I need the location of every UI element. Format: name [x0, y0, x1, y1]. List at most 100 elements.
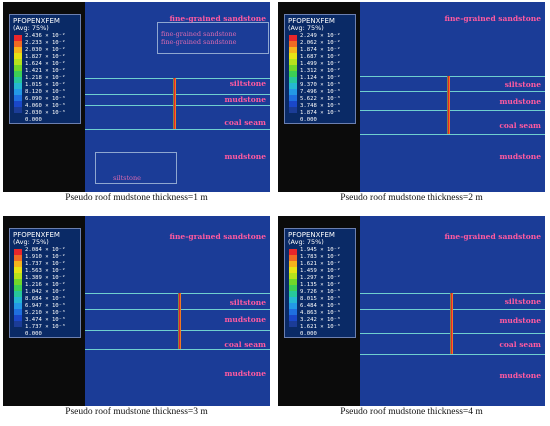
layer-boundary: [85, 94, 270, 95]
legend-value: 2.030 × 10⁻²: [25, 47, 66, 53]
layer-label: mudstone: [499, 97, 541, 106]
legend-value: 2.249 × 10⁻²: [300, 33, 341, 39]
legend-swatch: [289, 279, 297, 285]
legend-value: 0.000: [300, 331, 317, 337]
legend-value: 2.030 × 10⁻³: [25, 110, 66, 116]
legend-swatch: [14, 95, 22, 101]
fracture-zone: [450, 293, 453, 354]
legend-value: 0.000: [25, 117, 42, 123]
layer-boundary: [85, 330, 270, 331]
legend-values: 2.084 × 10⁻² 1.910 × 10⁻² 1.737 × 10⁻² 1…: [25, 247, 65, 338]
legend-value: 1.783 × 10⁻²: [300, 254, 341, 260]
strata-model: fine-grained sandstone fine-grained sand…: [85, 2, 270, 192]
legend-value: 8.015 × 10⁻³: [300, 296, 341, 302]
layer-boundary: [360, 110, 545, 111]
layer-label: mudstone: [224, 152, 266, 161]
legend-value: 7.496 × 10⁻³: [300, 89, 341, 95]
contour-panel-2: PFOPENXFEM (Avg: 75%) 2.249 × 10⁻² 2.062…: [275, 0, 548, 212]
legend-swatch: [289, 291, 297, 297]
legend-swatch: [14, 65, 22, 71]
legend-value: 1.737 × 10⁻³: [25, 324, 66, 330]
legend-swatch: [289, 267, 297, 273]
panel-caption: Pseudo roof mudstone thickness=3 m: [65, 407, 208, 417]
legend: PFOPENXFEM (Avg: 75%) 2.084 × 10⁻² 1.910…: [9, 228, 81, 338]
legend-value: 9.370 × 10⁻³: [300, 82, 341, 88]
legend: PFOPENXFEM (Avg: 75%) 2.436 × 10⁻² 2.233…: [9, 14, 81, 124]
legend-swatch: [14, 107, 22, 113]
contour-plot: PFOPENXFEM (Avg: 75%) 2.084 × 10⁻² 1.910…: [3, 216, 270, 406]
legend-title: PFOPENXFEM: [13, 231, 60, 239]
legend-swatch: [289, 95, 297, 101]
legend-swatch: [14, 273, 22, 279]
legend-swatch: [289, 53, 297, 59]
legend-title: PFOPENXFEM: [13, 17, 60, 25]
legend-value: 5.622 × 10⁻³: [300, 96, 341, 102]
legend-value: 1.312 × 10⁻²: [300, 68, 341, 74]
legend-value: 1.624 × 10⁻²: [25, 61, 66, 67]
legend-swatch: [14, 83, 22, 89]
layer-boundary: [85, 129, 270, 130]
legend-swatch: [14, 267, 22, 273]
legend-swatch: [14, 303, 22, 309]
legend-swatch: [14, 315, 22, 321]
layer-boundary: [360, 134, 545, 135]
legend-swatch: [14, 291, 22, 297]
legend-swatch: [14, 47, 22, 53]
legend-value: 4.863 × 10⁻³: [300, 310, 341, 316]
legend-color-scale: [14, 35, 22, 113]
layer-boundary: [360, 91, 545, 92]
legend-swatch: [14, 297, 22, 303]
legend-value: 1.459 × 10⁻²: [300, 268, 341, 274]
fracture-zone: [173, 78, 176, 129]
layer-label: fine-grained sandstone: [169, 232, 266, 241]
legend-swatch: [289, 71, 297, 77]
overlay-label: fine-grained sandstone: [161, 30, 237, 38]
contour-panel-3: PFOPENXFEM (Avg: 75%) 2.084 × 10⁻² 1.910…: [0, 214, 273, 426]
legend-value: 2.062 × 10⁻²: [300, 40, 341, 46]
legend-value: 8.684 × 10⁻³: [25, 296, 66, 302]
legend-value: 1.421 × 10⁻²: [25, 68, 66, 74]
legend-swatch: [289, 297, 297, 303]
legend-swatch: [289, 249, 297, 255]
legend: PFOPENXFEM (Avg: 75%) 2.249 × 10⁻² 2.062…: [284, 14, 356, 124]
legend-swatch: [14, 71, 22, 77]
legend-value: 1.874 × 10⁻³: [300, 110, 341, 116]
layer-label: fine-grained sandstone: [444, 232, 541, 241]
legend-value: 1.827 × 10⁻²: [25, 54, 66, 60]
layer-label: coal seam: [224, 118, 266, 127]
overlay-box: [157, 22, 269, 54]
legend-value: 1.874 × 10⁻²: [300, 47, 341, 53]
layer-boundary: [360, 354, 545, 355]
overlay-label: siltstone: [113, 174, 141, 182]
fracture-zone: [178, 293, 181, 349]
layer-label: siltstone: [229, 298, 266, 307]
legend-swatch: [14, 35, 22, 41]
legend-swatch: [14, 249, 22, 255]
legend-swatch: [289, 83, 297, 89]
legend-color-scale: [289, 249, 297, 327]
legend-value: 1.389 × 10⁻²: [25, 275, 66, 281]
legend-value: 6.947 × 10⁻³: [25, 303, 66, 309]
legend-value: 1.945 × 10⁻²: [300, 247, 341, 253]
layer-label: mudstone: [499, 316, 541, 325]
legend-value: 6.484 × 10⁻³: [300, 303, 341, 309]
legend-swatch: [14, 255, 22, 261]
strata-model: fine-grained sandstone siltstone mudston…: [85, 216, 270, 406]
layer-label: siltstone: [504, 297, 541, 306]
legend-swatch: [289, 107, 297, 113]
legend-swatch: [14, 41, 22, 47]
legend-color-scale: [14, 249, 22, 327]
layer-label: mudstone: [224, 95, 266, 104]
legend-value: 3.748 × 10⁻³: [300, 103, 341, 109]
legend-value: 1.297 × 10⁻²: [300, 275, 341, 281]
legend-value: 1.135 × 10⁻²: [300, 282, 341, 288]
legend-swatch: [289, 261, 297, 267]
legend-value: 0.000: [300, 117, 317, 123]
legend-swatch: [289, 273, 297, 279]
legend-value: 2.436 × 10⁻²: [25, 33, 66, 39]
layer-label: coal seam: [499, 340, 541, 349]
legend-title: PFOPENXFEM: [288, 231, 335, 239]
legend-swatch: [14, 59, 22, 65]
legend: PFOPENXFEM (Avg: 75%) 1.945 × 10⁻² 1.783…: [284, 228, 356, 338]
legend-swatch: [289, 101, 297, 107]
